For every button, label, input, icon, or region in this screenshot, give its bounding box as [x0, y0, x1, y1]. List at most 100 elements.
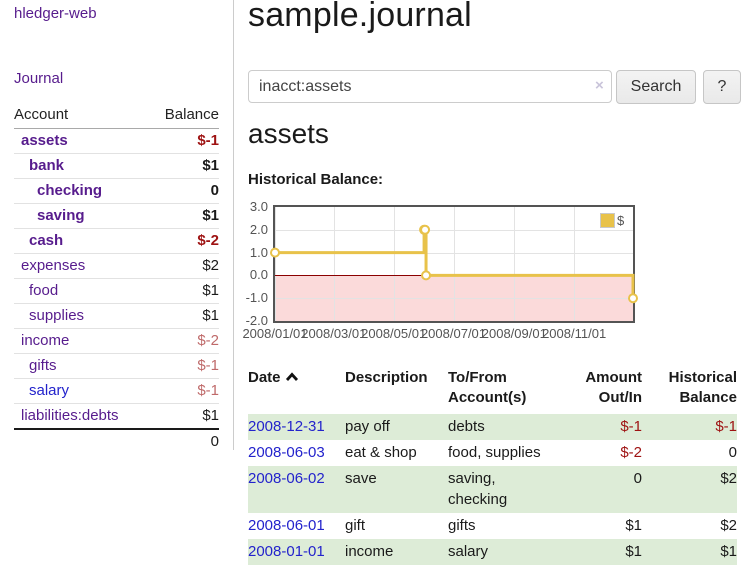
account-link[interactable]: liabilities:debts — [21, 407, 119, 424]
account-balance: 0 — [148, 178, 219, 204]
balance-column-header: Balance — [148, 103, 219, 129]
x-gridline — [333, 207, 335, 321]
x-gridline — [275, 207, 276, 321]
amount-cell: $1 — [625, 517, 642, 534]
x-tick-label: 2008/01/01 — [242, 326, 308, 341]
account-balance-table: Account Balance assets $-1 bank $1 checking 0… — [14, 103, 219, 454]
account-link[interactable]: bank — [29, 157, 65, 174]
date-cell: 2008-12-31 — [248, 414, 345, 440]
data-point-marker — [628, 293, 638, 304]
account-balance: $-2 — [148, 328, 219, 354]
account-row: salary $-1 — [14, 378, 219, 404]
balance-cell: $2 — [720, 517, 737, 534]
account-balance: $-1 — [148, 378, 219, 404]
transaction-date-link[interactable]: 2008-12-31 — [248, 418, 325, 435]
y-gridline — [275, 252, 633, 254]
y-tick-label: -2.0 — [245, 313, 268, 328]
balance-cell: $-1 — [715, 418, 737, 435]
y-tick-label: 2.0 — [249, 221, 268, 237]
description-cell: eat & shop — [345, 444, 417, 461]
accounts-cell: food, supplies — [448, 444, 541, 461]
description-cell: pay off — [345, 418, 390, 435]
transaction-date-link[interactable]: 2008-06-01 — [248, 517, 325, 534]
x-gridline — [514, 207, 516, 321]
description-cell: save — [345, 470, 377, 487]
date-column-header[interactable]: Date — [248, 362, 345, 414]
clear-search-icon[interactable]: × — [595, 77, 604, 94]
account-link[interactable]: checking — [37, 182, 103, 199]
register-row: 2008-06-03 eat & shop food, supplies $-2 0 — [248, 440, 737, 466]
register-row: 2008-01-01 income salary $1 $1 — [248, 539, 737, 565]
accounts-cell: debts — [448, 418, 485, 435]
x-gridline — [393, 207, 395, 321]
register-row: 2008-12-31 pay off debts $-1 $-1 — [248, 414, 737, 440]
y-tick-label: 1.0 — [249, 244, 268, 260]
account-link[interactable]: cash — [29, 232, 64, 249]
account-row: saving $1 — [14, 203, 219, 229]
y-tick-label: -1.0 — [245, 290, 268, 306]
y-gridline — [275, 229, 633, 231]
nav-journal-link[interactable]: Journal — [14, 70, 64, 87]
brand-link[interactable]: hledger-web — [14, 5, 97, 22]
account-link[interactable]: income — [21, 332, 70, 349]
x-gridline — [453, 207, 455, 321]
account-link[interactable]: expenses — [21, 257, 86, 274]
chart-legend: $ — [600, 213, 624, 228]
account-balance: $-2 — [148, 228, 219, 254]
page-title: sample.journal — [248, 0, 472, 34]
description-cell: income — [345, 543, 394, 560]
amount-cell: 0 — [633, 470, 642, 487]
account-link[interactable]: supplies — [29, 307, 85, 324]
sort-asc-icon — [285, 372, 298, 381]
legend-label: $ — [617, 213, 625, 228]
data-point-marker — [270, 247, 280, 258]
x-tick-label: 2008/11/01 — [542, 326, 607, 341]
total-balance: 0 — [148, 428, 219, 454]
search-input[interactable] — [248, 70, 612, 103]
account-balance: $1 — [148, 303, 219, 329]
balance-cell: 0 — [728, 444, 737, 461]
date-cell: 2008-06-02 — [248, 466, 345, 513]
x-tick-label: 2008/09/01 — [481, 326, 547, 341]
balance-line — [270, 224, 638, 304]
x-gridline — [574, 207, 576, 321]
account-link[interactable]: salary — [29, 382, 70, 399]
transaction-date-link[interactable]: 2008-06-02 — [248, 470, 325, 487]
data-point-marker — [420, 224, 431, 235]
sidebar: hledger-web Journal Account Balance asse… — [0, 0, 234, 454]
description-column-header: Description — [345, 369, 428, 386]
accounts-cell: salary — [448, 543, 489, 560]
y-gridline — [275, 298, 633, 300]
search-button[interactable]: Search — [616, 70, 696, 104]
register-table: Date Description To/From Account(s) Amou… — [248, 362, 737, 565]
x-tick-label: 2008/05/01 — [361, 326, 427, 341]
account-link[interactable]: gifts — [29, 357, 57, 374]
account-row: cash $-2 — [14, 228, 219, 254]
date-cell: 2008-01-01 — [248, 539, 345, 565]
account-link[interactable]: assets — [21, 132, 68, 149]
y-tick-label: 3.0 — [249, 199, 268, 214]
x-tick-label: 2008/07/01 — [420, 326, 487, 341]
balance-cell: $2 — [720, 470, 737, 487]
account-row: expenses $2 — [14, 253, 219, 279]
amount-cell: $1 — [625, 543, 642, 560]
account-balance: $2 — [148, 253, 219, 279]
transaction-date-link[interactable]: 2008-01-01 — [248, 543, 325, 560]
amount-cell: $-2 — [620, 444, 642, 461]
account-row: food $1 — [14, 278, 219, 304]
account-balance: $1 — [148, 403, 219, 429]
account-link[interactable]: food — [29, 282, 59, 299]
transaction-date-link[interactable]: 2008-06-03 — [248, 444, 325, 461]
account-row: checking 0 — [14, 178, 219, 204]
accounts-cell: saving, checking — [448, 470, 508, 508]
balance-cell: $1 — [720, 543, 737, 560]
date-cell: 2008-06-01 — [248, 513, 345, 539]
help-button[interactable]: ? — [703, 70, 741, 104]
account-row: liabilities:debts $1 — [14, 403, 219, 429]
historical-balance-chart — [270, 205, 638, 323]
account-link[interactable]: saving — [37, 207, 85, 224]
tofrom-column-header: To/From Account(s) — [448, 369, 527, 406]
amount-column-header: Amount Out/In — [585, 369, 642, 406]
register-row: 2008-06-02 save saving, checking 0 $2 — [248, 466, 737, 513]
account-row: income $-2 — [14, 328, 219, 354]
